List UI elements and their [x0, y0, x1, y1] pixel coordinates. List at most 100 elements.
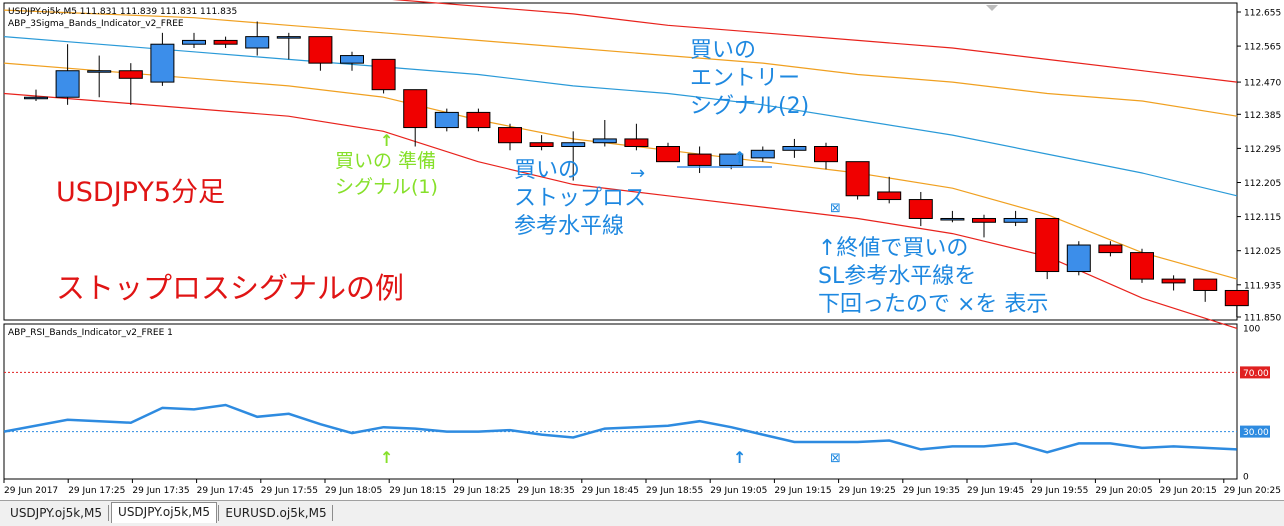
- sl-line-label-2: ストップロス: [514, 186, 646, 211]
- close-note-1: ↑終値で買いの: [818, 236, 968, 261]
- candle: [24, 96, 48, 100]
- band-line: [3, 92, 1238, 329]
- candle: [561, 142, 586, 148]
- time-tick-label: 29 Jun 19:25: [839, 486, 896, 496]
- price-tick-label: 111.935: [1244, 281, 1281, 291]
- buy-entry-label-2: エントリー: [690, 66, 800, 91]
- candle: [182, 39, 206, 45]
- chart-tab-bar: USDJPY.oj5k,M5 USDJPY.oj5k,M5 EURUSD.oj5…: [0, 500, 1284, 526]
- candle: [1035, 217, 1060, 273]
- candle: [1161, 278, 1186, 284]
- candle: [687, 153, 712, 166]
- candle: [1130, 252, 1154, 280]
- time-tick-label: 29 Jun 18:25: [453, 486, 510, 496]
- main-chart-panel[interactable]: [3, 2, 1238, 321]
- title-annotation: USDJPY5分足: [56, 177, 225, 208]
- candle: [1224, 289, 1249, 307]
- subtitle-annotation: ストップロスシグナルの例: [56, 271, 404, 305]
- time-tick-label: 29 Jun 18:15: [389, 486, 446, 496]
- candle: [87, 70, 112, 73]
- rsi-panel[interactable]: [3, 323, 1238, 480]
- rsi-indicator-name: ABP_RSI_Bands_Indicator_v2_FREE 1: [8, 328, 173, 338]
- tab-eurusd[interactable]: EURUSD.oj5k,M5: [225, 506, 327, 520]
- price-tick-label: 112.295: [1244, 145, 1281, 155]
- candle: [213, 39, 238, 45]
- price-tick-label: 112.655: [1244, 9, 1281, 19]
- candle: [877, 191, 902, 201]
- chart-header: USDJPY.oj5k,M5 111.831 111.839 111.831 1…: [8, 7, 237, 17]
- candle: [908, 199, 933, 219]
- buy-prep-line-2: シグナル(1): [335, 176, 438, 198]
- candle: [308, 36, 333, 64]
- band-line: [392, 0, 1238, 83]
- rsi-x-mark-icon: ⊠: [830, 451, 841, 466]
- time-tick-label: 29 Jun 2017: [4, 486, 58, 496]
- close-note-2: SL参考水平線を: [818, 264, 976, 289]
- buy-prep-up-arrow-icon: ↑: [380, 131, 393, 150]
- price-tick-label: 112.025: [1244, 247, 1281, 257]
- chart-shift-marker-icon[interactable]: [986, 5, 998, 11]
- buy-prep-line-1: 買いの 準備: [335, 150, 436, 172]
- candle: [118, 70, 143, 79]
- candle: [1098, 244, 1123, 254]
- candle: [150, 43, 175, 83]
- buy-entry-label-3: シグナル(2): [690, 94, 809, 119]
- time-tick-label: 29 Jun 20:25: [1224, 486, 1281, 496]
- time-axis: 29 Jun 2017 29 Jun 17:25 29 Jun 17:35 29 Ju…: [3, 479, 1281, 496]
- candle: [750, 149, 775, 159]
- rsi-scale-label: 70.00: [1243, 369, 1269, 379]
- candle: [434, 111, 459, 129]
- tab-usdjpy-2[interactable]: USDJPY.oj5k,M5: [111, 502, 217, 523]
- time-tick-label: 29 Jun 19:45: [967, 486, 1024, 496]
- price-tick-label: 111.850: [1244, 314, 1281, 324]
- candle: [371, 58, 396, 91]
- price-tick-label: 112.205: [1244, 179, 1281, 189]
- time-tick-label: 29 Jun 20:15: [1160, 486, 1217, 496]
- price-tick-label: 112.565: [1244, 43, 1281, 53]
- sigma-bands: [3, 0, 1238, 329]
- candles: [24, 21, 1249, 317]
- rsi-level-badge: [1240, 366, 1270, 379]
- time-tick-label: 29 Jun 19:15: [774, 486, 831, 496]
- sl-line-label-3: 参考水平線: [514, 214, 624, 239]
- candle: [466, 111, 491, 129]
- time-tick-label: 29 Jun 17:25: [68, 486, 125, 496]
- sl-right-arrow-icon: →: [630, 163, 645, 184]
- candle: [276, 36, 301, 39]
- band-line: [3, 9, 1238, 117]
- candle: [55, 70, 80, 98]
- time-tick-label: 29 Jun 18:05: [325, 486, 382, 496]
- sl-x-mark-icon: ⊠: [830, 201, 841, 216]
- price-tick-label: 112.385: [1244, 111, 1281, 121]
- candle: [592, 138, 617, 144]
- rsi-scale-label: 30.00: [1243, 428, 1269, 438]
- candle: [403, 89, 428, 129]
- tab-separator: [218, 505, 219, 521]
- candle: [719, 153, 744, 166]
- candle: [814, 146, 838, 163]
- rsi-scale-label: 100: [1243, 325, 1260, 335]
- time-tick-label: 29 Jun 19:55: [1031, 486, 1088, 496]
- candle: [624, 138, 649, 148]
- time-tick-label: 29 Jun 18:45: [582, 486, 639, 496]
- rsi-level-badge: [1240, 425, 1270, 438]
- rsi-line: [3, 403, 1237, 454]
- candle: [245, 36, 270, 49]
- candle: [972, 217, 996, 223]
- price-tick-label: 112.470: [1244, 79, 1281, 89]
- entry-up-arrow-icon: ↑: [733, 148, 746, 167]
- candle: [1193, 278, 1218, 291]
- tab-usdjpy-1[interactable]: USDJPY.oj5k,M5: [10, 506, 102, 520]
- price-tick-label: 112.115: [1244, 213, 1281, 223]
- candle: [845, 161, 870, 197]
- rsi-line-group: 100 70.00 30.00 0: [3, 325, 1270, 483]
- indicator-name: ABP_3Sigma_Bands_Indicator_v2_FREE: [8, 19, 184, 29]
- time-tick-label: 29 Jun 18:35: [518, 486, 575, 496]
- time-tick-label: 29 Jun 17:55: [261, 486, 318, 496]
- rsi-up-arrow-blue-icon: ↑: [733, 448, 746, 467]
- candle: [529, 142, 554, 148]
- time-tick-label: 29 Jun 17:45: [197, 486, 254, 496]
- time-tick-label: 29 Jun 19:35: [903, 486, 960, 496]
- candle: [940, 217, 965, 221]
